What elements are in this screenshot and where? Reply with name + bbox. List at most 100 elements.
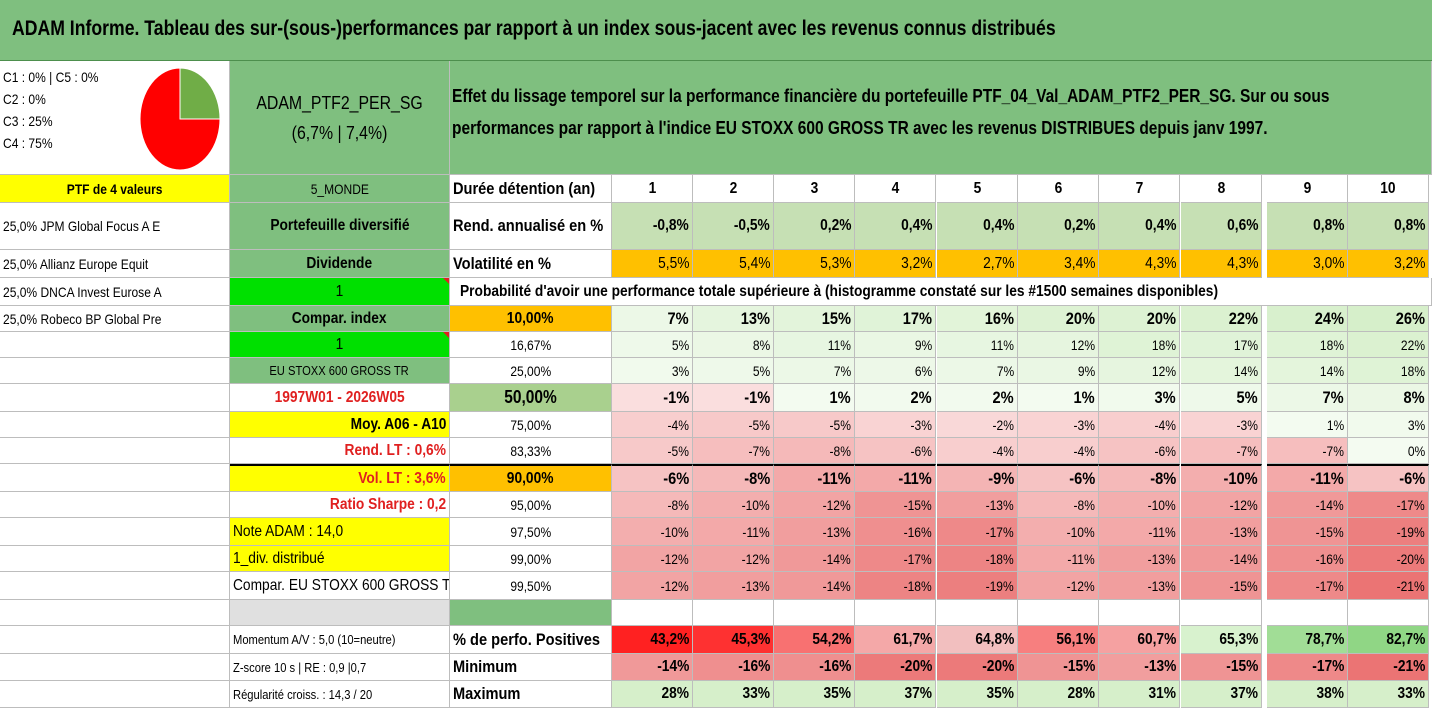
quantile-value[interactable]: -11% <box>693 518 774 546</box>
rend-value[interactable]: 0,8% <box>1348 203 1429 250</box>
rend-value[interactable]: -0,8% <box>612 203 693 250</box>
minimum-value[interactable]: -13% <box>1099 654 1180 681</box>
quantile-value[interactable]: -14% <box>774 546 855 572</box>
year-header-10[interactable]: 10 <box>1348 175 1429 203</box>
quantile-value[interactable]: 20% <box>1099 306 1180 332</box>
positives-label-cell[interactable]: % de perfo. Positives <box>450 626 612 654</box>
minimum-value[interactable]: -14% <box>612 654 693 681</box>
positives-value[interactable]: 54,2% <box>774 626 855 654</box>
quantile-value[interactable]: 13% <box>693 306 774 332</box>
quantile-value[interactable]: -16% <box>1267 546 1348 572</box>
quantile-value[interactable]: 5% <box>1181 384 1262 412</box>
holding-4[interactable]: 25,0% Robeco BP Global Pre <box>0 306 230 332</box>
ptf-label[interactable]: PTF de 4 valeurs <box>0 175 230 203</box>
quantile-value[interactable]: -4% <box>937 438 1018 464</box>
quantile-label[interactable]: 97,50% <box>450 518 612 546</box>
empty-left-cell[interactable] <box>0 464 230 492</box>
vol-value[interactable]: 3,2% <box>855 250 936 278</box>
maximum-value[interactable]: 33% <box>693 681 774 708</box>
empty-left-cell[interactable] <box>0 438 230 464</box>
positives-value[interactable]: 43,2% <box>612 626 693 654</box>
quantile-value[interactable]: 2% <box>855 384 936 412</box>
quantile-value[interactable]: -13% <box>693 572 774 600</box>
quantile-value[interactable]: -12% <box>774 492 855 518</box>
quantile-value[interactable]: -3% <box>855 412 936 438</box>
empty-left-cell[interactable] <box>0 626 230 654</box>
quantile-value[interactable]: -21% <box>1348 572 1429 600</box>
quantile-label[interactable]: 99,00% <box>450 546 612 572</box>
year-header-3[interactable]: 3 <box>774 175 855 203</box>
quantile-value[interactable]: 8% <box>1348 384 1429 412</box>
quantile-value[interactable]: -4% <box>612 412 693 438</box>
empty-left-cell[interactable] <box>0 518 230 546</box>
quantile-value[interactable]: 11% <box>774 332 855 358</box>
moy-cell[interactable]: Moy. A06 - A10 <box>230 412 450 438</box>
portfolio-name-cell[interactable]: ADAM_PTF2_PER_SG (6,7% | 7,4%) <box>230 61 450 175</box>
vol-value[interactable]: 2,7% <box>937 250 1018 278</box>
quantile-label[interactable]: 16,67% <box>450 332 612 358</box>
rend-value[interactable]: 0,4% <box>937 203 1018 250</box>
quantile-value[interactable]: -17% <box>1267 572 1348 600</box>
positives-value[interactable]: 65,3% <box>1181 626 1262 654</box>
vol-lt-cell[interactable]: Vol. LT : 3,6% <box>230 464 450 492</box>
quantile-value[interactable]: 26% <box>1348 306 1429 332</box>
quantile-value[interactable]: -8% <box>1099 464 1180 492</box>
quantile-value[interactable]: 3% <box>1099 384 1180 412</box>
rend-label-cell[interactable]: Rend. annualisé en % <box>450 203 612 250</box>
quantile-value[interactable]: -15% <box>1267 518 1348 546</box>
quantile-value[interactable]: 9% <box>855 332 936 358</box>
quantile-value[interactable]: 20% <box>1018 306 1099 332</box>
quantile-value[interactable]: 7% <box>937 358 1018 384</box>
rend-value[interactable]: 0,8% <box>1267 203 1348 250</box>
quantile-value[interactable]: -14% <box>1267 492 1348 518</box>
vol-value[interactable]: 4,3% <box>1181 250 1262 278</box>
vol-value[interactable]: 5,3% <box>774 250 855 278</box>
year-header-8[interactable]: 8 <box>1181 175 1262 203</box>
note-cell[interactable]: Note ADAM : 14,0 <box>230 518 450 546</box>
quantile-value[interactable]: 18% <box>1348 358 1429 384</box>
maximum-value[interactable]: 37% <box>1181 681 1262 708</box>
empty-cell[interactable] <box>693 600 774 626</box>
quantile-value[interactable]: 7% <box>612 306 693 332</box>
quantile-value[interactable]: 7% <box>1267 384 1348 412</box>
empty-left-cell[interactable] <box>0 384 230 412</box>
quantile-value[interactable]: 14% <box>1267 358 1348 384</box>
quantile-value[interactable]: -13% <box>774 518 855 546</box>
quantile-value[interactable]: 14% <box>1181 358 1262 384</box>
quantile-value[interactable]: -15% <box>1181 572 1262 600</box>
rend-value[interactable]: 0,4% <box>855 203 936 250</box>
zone-cell[interactable]: 5_MONDE <box>230 175 450 203</box>
quantile-value[interactable]: -7% <box>693 438 774 464</box>
year-header-6[interactable]: 6 <box>1018 175 1099 203</box>
empty-cell[interactable] <box>1099 600 1180 626</box>
empty-left-cell[interactable] <box>0 332 230 358</box>
year-header-4[interactable]: 4 <box>855 175 936 203</box>
duration-label-cell[interactable]: Durée détention (an) <box>450 175 612 203</box>
quantile-value[interactable]: -13% <box>1099 546 1180 572</box>
quantile-value[interactable]: -6% <box>855 438 936 464</box>
quantile-value[interactable]: -12% <box>1018 572 1099 600</box>
zscore-cell[interactable]: Z-score 10 s | RE : 0,9 |0,7 <box>230 654 450 681</box>
holding-3[interactable]: 25,0% DNCA Invest Eurose A <box>0 278 230 306</box>
quantile-value[interactable]: 1% <box>1267 412 1348 438</box>
quantile-value[interactable]: 15% <box>774 306 855 332</box>
quantile-value[interactable]: -18% <box>937 546 1018 572</box>
quantile-value[interactable]: -10% <box>1099 492 1180 518</box>
maximum-value[interactable]: 38% <box>1267 681 1348 708</box>
empty-left-cell[interactable] <box>0 600 230 626</box>
quantile-value[interactable]: -17% <box>937 518 1018 546</box>
period-cell[interactable]: 1997W01 - 2026W05 <box>230 384 450 412</box>
quantile-value[interactable]: -6% <box>1099 438 1180 464</box>
rend-value[interactable]: 0,6% <box>1181 203 1262 250</box>
quantile-value[interactable]: -10% <box>693 492 774 518</box>
quantile-value[interactable]: -3% <box>1181 412 1262 438</box>
quantile-value[interactable]: 3% <box>612 358 693 384</box>
rend-value[interactable]: 0,2% <box>1018 203 1099 250</box>
quantile-label[interactable]: 10,00% <box>450 306 612 332</box>
quantile-value[interactable]: 2% <box>937 384 1018 412</box>
vol-value[interactable]: 5,5% <box>612 250 693 278</box>
quantile-value[interactable]: 3% <box>1348 412 1429 438</box>
min-label-cell[interactable]: Minimum <box>450 654 612 681</box>
maximum-value[interactable]: 31% <box>1099 681 1180 708</box>
positives-value[interactable]: 56,1% <box>1018 626 1099 654</box>
